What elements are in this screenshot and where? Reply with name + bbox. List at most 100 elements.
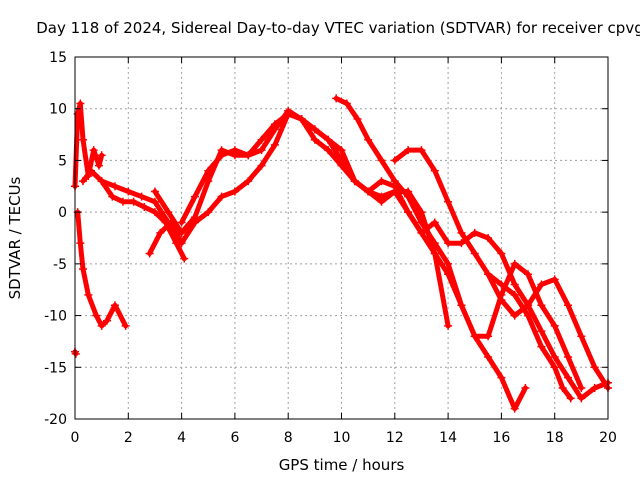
- data-point: [510, 290, 519, 299]
- data-point: [89, 146, 98, 155]
- series-line-trace-10: [485, 271, 611, 391]
- x-tick-label: 0: [71, 430, 80, 446]
- data-point: [417, 218, 426, 227]
- data-point: [180, 254, 189, 263]
- data-point: [497, 280, 506, 289]
- data-point: [457, 228, 466, 237]
- x-tick-label: 12: [386, 430, 404, 446]
- data-point: [71, 349, 80, 358]
- data-point: [537, 327, 546, 336]
- data-point: [78, 265, 87, 274]
- data-point: [78, 135, 87, 144]
- data-point: [564, 352, 573, 361]
- data-point: [390, 156, 399, 165]
- data-point: [550, 321, 559, 330]
- data-point: [497, 296, 506, 305]
- data-point: [430, 249, 439, 258]
- x-tick-label: 18: [546, 430, 564, 446]
- y-tick-label: -5: [53, 257, 67, 273]
- data-point: [164, 208, 173, 217]
- data-point: [337, 146, 346, 155]
- y-tick-label: -15: [44, 360, 67, 376]
- data-point: [76, 239, 85, 248]
- data-point: [537, 301, 546, 310]
- data-series: [71, 94, 612, 413]
- data-point: [78, 177, 87, 186]
- y-tick-label: -20: [44, 412, 67, 428]
- data-point: [86, 166, 95, 175]
- data-point: [190, 192, 199, 201]
- data-point: [118, 197, 127, 206]
- data-point: [156, 228, 165, 237]
- data-point: [470, 249, 479, 258]
- data-point: [137, 192, 146, 201]
- data-point: [457, 239, 466, 248]
- y-tick-label: 10: [49, 102, 67, 118]
- data-point: [590, 363, 599, 372]
- chart-title: Day 118 of 2024, Sidereal Day-to-day VTE…: [36, 19, 640, 37]
- data-point: [577, 332, 586, 341]
- data-point: [324, 146, 333, 155]
- data-point: [510, 259, 519, 268]
- data-point: [84, 290, 93, 299]
- data-point: [524, 270, 533, 279]
- data-point: [457, 301, 466, 310]
- data-point: [470, 228, 479, 237]
- data-point: [244, 177, 253, 186]
- x-tick-label: 2: [124, 430, 133, 446]
- series-line-trace-8: [333, 95, 584, 391]
- data-point: [564, 301, 573, 310]
- data-point: [590, 383, 599, 392]
- axis-ticks: 0 2 4 6 8 10 12 14 16 18 20 -20 -15 -10 -5 0 5 10 15: [44, 50, 617, 446]
- data-point: [404, 192, 413, 201]
- data-point: [444, 259, 453, 268]
- data-point: [217, 151, 226, 160]
- data-point: [364, 187, 373, 196]
- data-point: [177, 239, 186, 248]
- series-line-trace-6: [152, 108, 528, 412]
- data-point: [110, 301, 119, 310]
- data-point: [484, 332, 493, 341]
- data-point: [76, 99, 85, 108]
- data-point: [177, 228, 186, 237]
- data-point: [297, 115, 306, 124]
- data-point: [430, 239, 439, 248]
- data-point: [124, 187, 133, 196]
- data-point: [510, 404, 519, 413]
- data-point: [284, 109, 293, 118]
- data-point: [177, 218, 186, 227]
- data-point: [537, 342, 546, 351]
- data-point: [524, 301, 533, 310]
- x-axis-label: GPS time / hours: [279, 456, 405, 474]
- data-point: [150, 197, 159, 206]
- data-point: [97, 321, 106, 330]
- data-point: [129, 197, 138, 206]
- data-point: [390, 177, 399, 186]
- data-point: [244, 151, 253, 160]
- data-point: [550, 352, 559, 361]
- data-point: [564, 373, 573, 382]
- data-point: [404, 208, 413, 217]
- grid-lines: [75, 57, 608, 419]
- y-tick-label: 5: [58, 153, 67, 169]
- data-point: [350, 177, 359, 186]
- data-point: [230, 146, 239, 155]
- y-tick-label: -10: [44, 309, 67, 325]
- data-point: [230, 187, 239, 196]
- data-point: [404, 146, 413, 155]
- data-point: [444, 239, 453, 248]
- data-point: [430, 218, 439, 227]
- series-line-trace-9: [392, 147, 574, 401]
- data-point: [510, 311, 519, 320]
- data-point: [310, 135, 319, 144]
- data-point: [524, 311, 533, 320]
- data-point: [484, 352, 493, 361]
- data-point: [577, 394, 586, 403]
- x-tick-label: 4: [177, 430, 186, 446]
- data-point: [121, 321, 130, 330]
- y-axis-label: SDTVAR / TECUs: [6, 176, 24, 299]
- data-point: [310, 125, 319, 134]
- data-point: [97, 151, 106, 160]
- data-point: [444, 321, 453, 330]
- data-point: [484, 270, 493, 279]
